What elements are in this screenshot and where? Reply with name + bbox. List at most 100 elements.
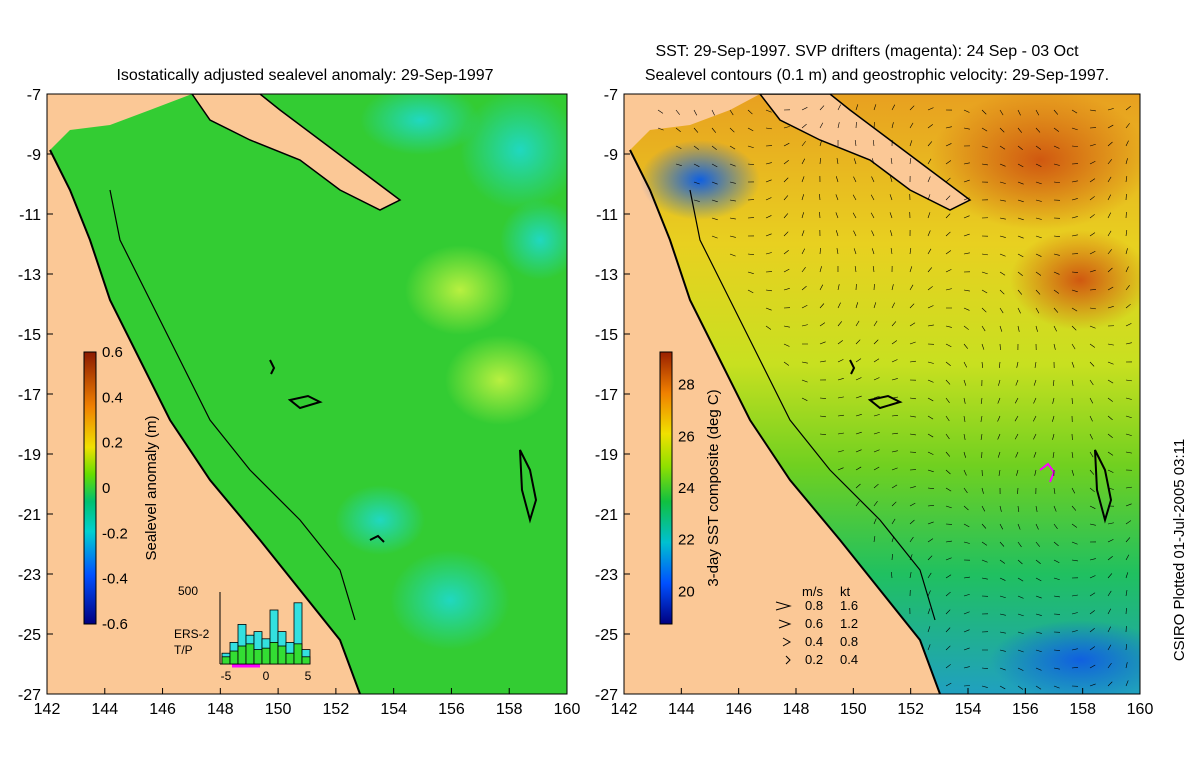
velocity-vector — [945, 379, 951, 385]
velocity-vector — [963, 593, 970, 597]
histogram-bar-tp — [221, 656, 231, 665]
velocity-vector — [945, 126, 952, 129]
velocity-vector — [1107, 487, 1114, 490]
velocity-vector — [835, 194, 839, 201]
velocity-vector — [1035, 631, 1042, 634]
velocity-vector — [963, 397, 966, 404]
velocity-vector — [891, 432, 898, 435]
velocity-legend-arrow — [778, 619, 792, 629]
velocity-vector — [945, 160, 952, 165]
velocity-vector — [1107, 681, 1113, 687]
velocity-vector — [1035, 667, 1042, 671]
y-tick-label: -27 — [595, 687, 618, 704]
velocity-vector — [1125, 433, 1132, 436]
velocity-vector — [873, 536, 876, 543]
velocity-vector — [963, 433, 966, 440]
velocity-vector — [889, 212, 893, 219]
velocity-vector — [1089, 558, 1096, 561]
velocity-vector — [1089, 628, 1095, 633]
velocity-vector — [1053, 649, 1061, 651]
velocity-vector — [1125, 662, 1128, 669]
y-tick-label: -21 — [595, 507, 618, 524]
velocity-vector — [765, 325, 772, 330]
colorbar-tick-label: 0 — [102, 480, 110, 497]
velocity-vector — [1089, 487, 1095, 493]
velocity-vector — [835, 176, 839, 183]
velocity-vector — [999, 109, 1004, 116]
velocity-vector — [1053, 505, 1057, 512]
velocity-vector — [1089, 575, 1096, 579]
velocity-vector — [872, 266, 875, 273]
png-coast — [191, 94, 402, 211]
velocity-vector — [1035, 307, 1040, 314]
velocity-vector — [873, 431, 880, 435]
velocity-vector — [1071, 541, 1078, 545]
histogram-bar-tp — [269, 642, 279, 665]
velocity-vector — [1071, 216, 1078, 219]
velocity-vector — [945, 397, 950, 404]
velocity-vector — [1107, 194, 1112, 201]
x-tick-label: 158 — [1069, 701, 1096, 718]
velocity-vector — [1033, 433, 1037, 440]
velocity-vector — [1089, 343, 1096, 348]
velocity-vector — [981, 289, 988, 294]
velocity-vector — [872, 140, 875, 147]
velocity-vector — [963, 611, 970, 615]
velocity-vector — [1089, 361, 1095, 367]
x-tick-label: 156 — [1012, 701, 1039, 718]
velocity-vector — [981, 325, 986, 332]
velocity-vector — [927, 107, 934, 111]
velocity-vector — [927, 521, 934, 525]
velocity-vector — [1071, 109, 1078, 114]
velocity-vector — [963, 415, 966, 422]
velocity-vector — [909, 554, 913, 561]
velocity-vector — [999, 595, 1006, 599]
right-png-coast — [759, 94, 972, 211]
velocity-vector — [891, 284, 894, 291]
x-tick-label: 150 — [840, 701, 867, 718]
velocity-vector — [999, 271, 1006, 276]
velocity-vector — [1053, 163, 1060, 166]
velocity-vector — [765, 109, 772, 113]
y-tick-label: -7 — [604, 87, 618, 104]
velocity-vector — [853, 176, 857, 183]
velocity-vector — [909, 341, 916, 345]
velocity-vector — [1107, 644, 1112, 651]
velocity-vector — [1071, 487, 1076, 494]
velocity-vector — [1125, 607, 1127, 615]
velocity-vector — [765, 233, 772, 237]
velocity-vector — [729, 217, 736, 220]
velocity-vector — [891, 104, 896, 111]
velocity-vector — [999, 181, 1006, 184]
velocity-vector — [1071, 667, 1078, 669]
velocity-vector — [1053, 289, 1060, 294]
velocity-vector — [1107, 397, 1113, 402]
velocity-vector — [1033, 379, 1037, 386]
velocity-vector — [836, 248, 839, 255]
velocity-vector — [909, 486, 916, 489]
velocity-vector — [1053, 271, 1060, 275]
velocity-vector — [873, 395, 880, 399]
velocity-vector — [963, 451, 966, 458]
velocity-vector — [890, 176, 893, 183]
y-tick-label: -9 — [604, 147, 618, 164]
y-tick-label: -19 — [595, 447, 618, 464]
velocity-vector — [891, 572, 893, 579]
histogram-bar-tp — [301, 656, 311, 665]
velocity-vector — [927, 538, 934, 543]
velocity-vector — [1071, 325, 1077, 331]
velocity-vector — [1053, 595, 1060, 598]
velocity-vector — [853, 230, 857, 237]
velocity-vector — [945, 433, 950, 440]
velocity-vector — [1017, 271, 1023, 276]
velocity-vector — [963, 487, 968, 494]
velocity-vector — [1071, 198, 1078, 201]
velocity-vector — [819, 360, 826, 363]
histogram-bar-tp — [245, 643, 255, 665]
velocity-vector — [1125, 451, 1132, 454]
velocity-vector — [871, 158, 875, 165]
drifter-track — [1039, 462, 1056, 483]
velocity-vector — [891, 501, 897, 507]
y-tick-label: -11 — [19, 207, 41, 224]
velocity-vector — [945, 645, 951, 651]
